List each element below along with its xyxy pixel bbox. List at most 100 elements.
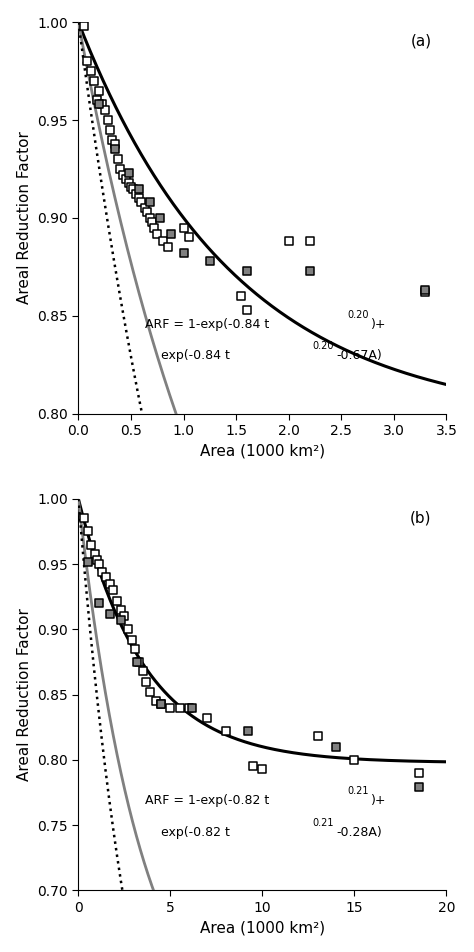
- Point: [156, 210, 164, 226]
- Point: [180, 220, 187, 235]
- Point: [120, 608, 128, 624]
- Point: [141, 201, 148, 216]
- Point: [180, 246, 187, 261]
- Text: exp(-0.84 t: exp(-0.84 t: [145, 348, 229, 362]
- Point: [101, 103, 109, 118]
- Point: [137, 194, 145, 209]
- Point: [421, 283, 429, 298]
- Point: [113, 593, 121, 608]
- Text: (b): (b): [410, 510, 432, 526]
- Point: [157, 696, 165, 711]
- Point: [117, 612, 125, 627]
- Point: [185, 229, 192, 245]
- Point: [332, 739, 340, 754]
- Text: 0.21: 0.21: [347, 786, 368, 797]
- Point: [421, 285, 429, 300]
- Point: [164, 240, 172, 255]
- Text: exp(-0.82 t: exp(-0.82 t: [145, 825, 229, 839]
- Point: [83, 53, 91, 69]
- Point: [159, 234, 166, 249]
- Point: [119, 168, 127, 183]
- Point: [152, 693, 159, 708]
- Point: [135, 654, 143, 669]
- Point: [108, 132, 116, 148]
- Point: [111, 142, 119, 157]
- Y-axis label: Areal Reduction Factor: Areal Reduction Factor: [17, 608, 32, 781]
- Point: [124, 622, 132, 637]
- Point: [127, 179, 135, 194]
- Point: [143, 205, 151, 220]
- Point: [129, 181, 137, 196]
- Point: [91, 73, 98, 89]
- Point: [243, 303, 250, 318]
- Point: [80, 18, 87, 33]
- Text: -0.67A): -0.67A): [336, 348, 382, 362]
- Point: [80, 511, 88, 526]
- Point: [93, 552, 100, 567]
- Point: [157, 696, 165, 711]
- Point: [106, 576, 113, 591]
- Point: [222, 724, 229, 739]
- Point: [95, 557, 102, 572]
- Point: [134, 654, 141, 669]
- Point: [154, 226, 161, 241]
- Text: )+: )+: [371, 318, 386, 330]
- Point: [98, 97, 105, 112]
- Point: [132, 187, 140, 202]
- Point: [206, 253, 214, 268]
- Point: [189, 700, 196, 715]
- Point: [84, 554, 91, 569]
- Point: [95, 596, 102, 611]
- Point: [185, 700, 192, 715]
- Text: 0.21: 0.21: [312, 818, 334, 827]
- Point: [244, 724, 252, 739]
- X-axis label: Area (1000 km²): Area (1000 km²): [200, 444, 325, 459]
- Text: (a): (a): [410, 34, 432, 49]
- Point: [102, 569, 110, 585]
- Point: [146, 684, 154, 700]
- Point: [96, 83, 103, 98]
- Point: [106, 606, 113, 622]
- Point: [128, 632, 136, 647]
- Point: [125, 166, 133, 181]
- Text: 0.20: 0.20: [347, 309, 368, 320]
- Point: [136, 190, 143, 206]
- Point: [351, 752, 358, 767]
- Point: [285, 234, 292, 249]
- Point: [146, 210, 154, 226]
- Point: [91, 546, 99, 562]
- Point: [243, 263, 250, 278]
- Text: )+: )+: [371, 794, 386, 807]
- Point: [117, 603, 125, 618]
- Point: [125, 175, 133, 190]
- Point: [99, 565, 106, 580]
- Point: [93, 93, 101, 109]
- Y-axis label: Areal Reduction Factor: Areal Reduction Factor: [17, 131, 32, 305]
- Point: [139, 664, 146, 679]
- Text: ARF = 1-exp(-0.82 t: ARF = 1-exp(-0.82 t: [145, 794, 269, 807]
- X-axis label: Area (1000 km²): Area (1000 km²): [200, 921, 325, 935]
- Point: [306, 234, 313, 249]
- Point: [106, 122, 114, 137]
- Point: [167, 226, 175, 241]
- Point: [88, 537, 95, 552]
- Point: [176, 700, 183, 715]
- Point: [111, 136, 119, 151]
- Point: [314, 728, 321, 744]
- Point: [84, 524, 91, 539]
- Point: [166, 700, 174, 715]
- Text: ARF = 1-exp(-0.84 t: ARF = 1-exp(-0.84 t: [145, 318, 269, 330]
- Point: [143, 674, 150, 689]
- Point: [249, 759, 257, 774]
- Text: -0.28A): -0.28A): [336, 825, 382, 839]
- Point: [415, 765, 423, 781]
- Point: [104, 112, 111, 128]
- Point: [148, 214, 156, 229]
- Point: [132, 642, 139, 657]
- Point: [259, 762, 266, 777]
- Point: [146, 194, 154, 209]
- Point: [122, 171, 129, 187]
- Point: [109, 583, 117, 598]
- Point: [136, 181, 143, 196]
- Point: [115, 151, 122, 167]
